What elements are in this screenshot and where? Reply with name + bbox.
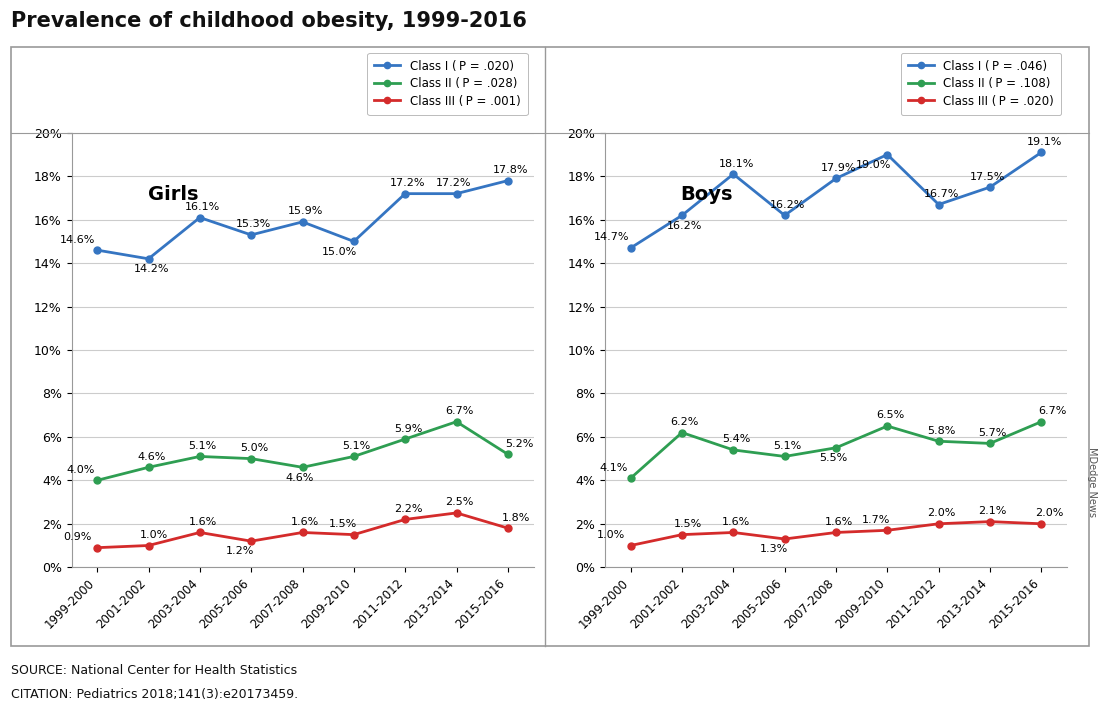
Text: 16.2%: 16.2% xyxy=(667,220,703,230)
Text: 16.1%: 16.1% xyxy=(185,202,220,212)
Text: 1.6%: 1.6% xyxy=(825,517,852,527)
Text: 0.9%: 0.9% xyxy=(64,532,92,542)
Text: 18.1%: 18.1% xyxy=(718,159,754,169)
Text: 5.8%: 5.8% xyxy=(927,426,956,436)
Text: 14.6%: 14.6% xyxy=(60,235,96,245)
Text: 16.7%: 16.7% xyxy=(924,189,959,199)
Text: Prevalence of childhood obesity, 1999-2016: Prevalence of childhood obesity, 1999-20… xyxy=(11,11,527,31)
Text: MDedge News: MDedge News xyxy=(1087,447,1098,517)
Text: 1.0%: 1.0% xyxy=(597,530,625,540)
Text: 2.0%: 2.0% xyxy=(1035,508,1064,518)
Text: 4.0%: 4.0% xyxy=(66,465,95,475)
Text: 5.1%: 5.1% xyxy=(342,441,371,451)
Text: 6.5%: 6.5% xyxy=(876,411,904,421)
Text: 19.1%: 19.1% xyxy=(1026,137,1061,146)
Text: 2.5%: 2.5% xyxy=(446,498,473,508)
Text: 17.8%: 17.8% xyxy=(493,165,528,175)
Text: 5.7%: 5.7% xyxy=(979,428,1006,438)
Text: 1.6%: 1.6% xyxy=(188,517,217,527)
Text: 15.3%: 15.3% xyxy=(236,220,272,229)
Text: 1.8%: 1.8% xyxy=(502,513,530,523)
Text: 19.0%: 19.0% xyxy=(856,160,891,170)
Text: 1.6%: 1.6% xyxy=(292,517,319,527)
Text: 6.2%: 6.2% xyxy=(671,417,698,427)
Text: 6.7%: 6.7% xyxy=(446,406,473,416)
Text: 5.1%: 5.1% xyxy=(773,441,802,451)
Text: 6.7%: 6.7% xyxy=(1038,406,1067,416)
Text: 4.6%: 4.6% xyxy=(286,472,313,482)
Text: 15.0%: 15.0% xyxy=(322,247,358,257)
Text: 2.0%: 2.0% xyxy=(927,508,956,518)
Text: 17.5%: 17.5% xyxy=(969,172,1005,182)
Text: 5.2%: 5.2% xyxy=(505,439,534,449)
Text: Boys: Boys xyxy=(681,185,733,204)
Text: CITATION: Pediatrics 2018;141(3):e20173459.: CITATION: Pediatrics 2018;141(3):e201734… xyxy=(11,688,298,701)
Text: 17.2%: 17.2% xyxy=(390,178,426,188)
Text: 16.2%: 16.2% xyxy=(770,200,805,210)
Text: 1.5%: 1.5% xyxy=(673,519,702,529)
Text: 14.7%: 14.7% xyxy=(594,233,629,243)
Legend: Class I ( ​P = .046), Class II ( ​P = .108), Class III ( ​P = .020): Class I ( ​P = .046), Class II ( ​P = .1… xyxy=(901,52,1062,115)
Text: SOURCE: National Center for Health Statistics: SOURCE: National Center for Health Stati… xyxy=(11,664,297,677)
Text: 5.1%: 5.1% xyxy=(188,441,217,451)
Text: 4.6%: 4.6% xyxy=(138,452,165,462)
Text: 1.6%: 1.6% xyxy=(722,517,750,527)
Text: 2.1%: 2.1% xyxy=(979,506,1006,516)
Text: 14.2%: 14.2% xyxy=(133,264,169,274)
Text: 1.5%: 1.5% xyxy=(329,519,356,529)
Text: 15.9%: 15.9% xyxy=(287,206,323,216)
Text: 1.0%: 1.0% xyxy=(140,530,168,540)
Text: 5.4%: 5.4% xyxy=(722,434,750,444)
Text: 1.3%: 1.3% xyxy=(759,544,788,554)
Text: 5.9%: 5.9% xyxy=(394,424,422,434)
Legend: Class I ( ​P = .020), Class II ( ​P = .028), Class III ( ​P = .001): Class I ( ​P = .020), Class II ( ​P = .0… xyxy=(367,52,528,115)
Text: 4.1%: 4.1% xyxy=(600,462,628,472)
Text: 17.9%: 17.9% xyxy=(821,163,857,173)
Text: 2.2%: 2.2% xyxy=(394,504,422,514)
Text: 5.5%: 5.5% xyxy=(820,453,847,463)
Text: Girls: Girls xyxy=(147,185,198,204)
Text: 1.7%: 1.7% xyxy=(862,515,890,525)
Text: 17.2%: 17.2% xyxy=(436,178,472,188)
Text: 5.0%: 5.0% xyxy=(240,443,268,453)
Text: 1.2%: 1.2% xyxy=(226,546,254,556)
